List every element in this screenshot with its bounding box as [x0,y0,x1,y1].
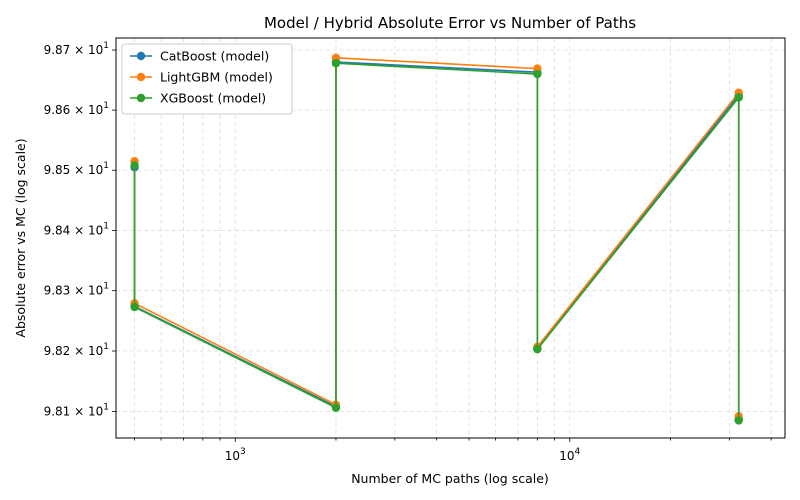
legend-entry-label: LightGBM (model) [160,70,273,85]
x-tick-label: 104 [559,447,580,463]
y-tick-label: 9.84 × 101 [44,221,109,237]
legend-swatch-marker [136,72,146,82]
data-point [130,302,139,312]
data-point [734,416,743,425]
data-point [130,161,139,170]
series-line [133,62,740,421]
data-point [331,59,341,68]
legend-box [121,43,293,115]
y-tick-label: 9.82 × 101 [44,342,109,358]
y-axis-label: Absolute error vs MC (log scale) [13,138,28,337]
y-tick-label: 9.81 × 101 [44,402,109,418]
legend-entry-label: XGBoost (model) [160,91,266,106]
series-xgboost [130,59,743,425]
y-tick-label: 9.86 × 101 [44,101,109,117]
data-point [734,93,743,102]
x-axis-label: Number of MC paths (log scale) [351,471,549,486]
x-tick-label: 103 [225,447,246,463]
legend-swatch-marker [136,51,146,61]
series-layer [130,53,743,425]
legend-swatch-marker [136,93,146,103]
data-point [331,403,341,412]
data-point [533,69,542,79]
data-point [533,345,542,354]
y-tick-label: 9.85 × 101 [44,161,109,177]
y-ticks: 9.81 × 101 9.82 × 101 9.83 × 101 9.84 × 101… [44,41,116,418]
x-ticks: 103 104 [134,438,772,463]
series-line [133,57,740,417]
chart-title: Model / Hybrid Absolute Error vs Number … [264,14,636,32]
y-tick-label: 9.83 × 101 [44,282,109,298]
legend: CatBoost (model) LightGBM (model) XGBoost … [121,43,293,115]
legend-entry-label: CatBoost (model) [160,49,269,64]
plot-frame [115,37,786,439]
y-tick-label: 9.87 × 101 [44,41,109,57]
